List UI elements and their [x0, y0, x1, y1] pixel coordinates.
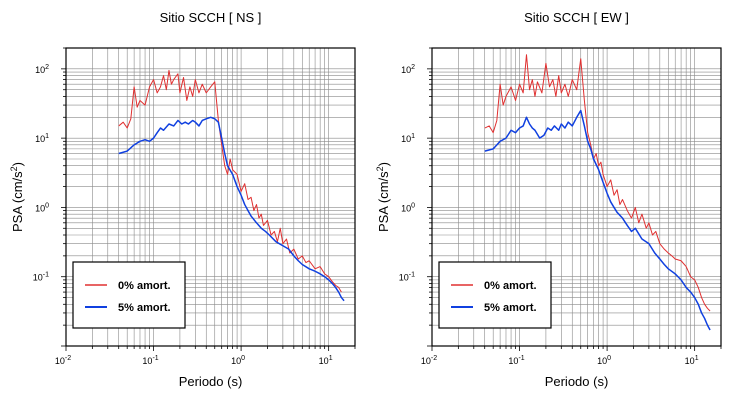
x-tick-label: 10-1 — [508, 355, 524, 366]
y-tick-label: 100 — [401, 202, 415, 213]
x-tick-label: 10-1 — [142, 355, 158, 366]
chart-title: Sitio SCCH [ NS ] — [160, 10, 262, 25]
y-axis-label: PSA (cm/s2) — [375, 162, 391, 232]
x-tick-label: 101 — [685, 355, 699, 366]
legend-label: 0% amort. — [484, 280, 537, 292]
y-axis-label: PSA (cm/s2) — [9, 162, 25, 232]
y-tick-label: 10-1 — [33, 272, 49, 283]
x-tick-label: 101 — [319, 355, 333, 366]
series-line-undamped — [484, 54, 711, 312]
grid-lines — [65, 47, 356, 347]
legend-label: 5% amort. — [484, 302, 537, 314]
legend-box — [438, 261, 552, 329]
y-tick-label: 100 — [35, 202, 49, 213]
x-tick-label: 10-2 — [421, 355, 437, 366]
chart-title: Sitio SCCH [ EW ] — [524, 10, 629, 25]
x-tick-label: 100 — [597, 355, 611, 366]
legend: 0% amort. 5% amort. — [438, 261, 552, 329]
plot-frame — [65, 47, 356, 347]
x-axis-label: Periodo (s) — [179, 374, 243, 389]
y-tick-label: 102 — [401, 64, 415, 75]
chart-panel-1: Sitio SCCH [ EW ] 10-2 10-1 100 101 10-1 100 10… — [375, 10, 722, 389]
legend-label: 5% amort. — [118, 302, 171, 314]
legend-label: 0% amort. — [118, 280, 171, 292]
axis-ticks — [427, 47, 722, 351]
y-tick-label: 101 — [35, 133, 49, 144]
y-tick-label: 101 — [401, 133, 415, 144]
axis-ticks — [61, 47, 356, 351]
series-line-damped — [118, 116, 345, 302]
y-tick-label: 10-1 — [399, 272, 415, 283]
x-axis-label: Periodo (s) — [545, 374, 609, 389]
legend: 0% amort. 5% amort. — [72, 261, 186, 329]
series-line-damped — [484, 109, 711, 331]
x-tick-label: 100 — [231, 355, 245, 366]
y-tick-label: 102 — [35, 64, 49, 75]
chart-panel-0: Sitio SCCH [ NS ] 10-2 10-1 100 101 10-1 100 10… — [9, 10, 356, 389]
plot-frame — [431, 47, 722, 347]
x-tick-label: 10-2 — [55, 355, 71, 366]
series-line-undamped — [118, 69, 342, 293]
legend-box — [72, 261, 186, 329]
